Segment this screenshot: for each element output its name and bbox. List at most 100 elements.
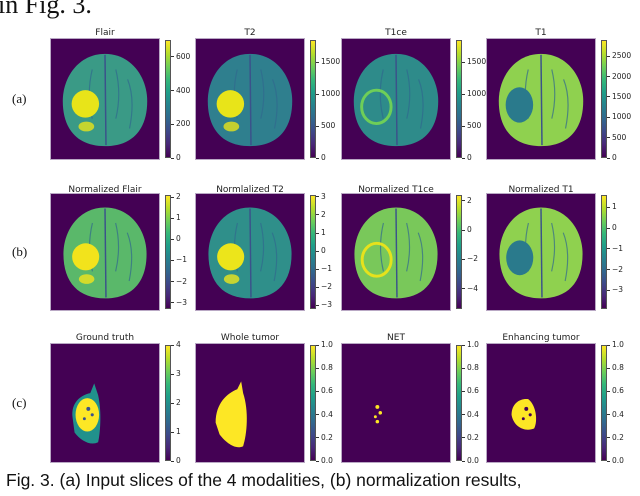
colorbar-tick-label: 0.2 [316, 433, 333, 442]
row-label: (a) [12, 91, 27, 106]
colorbar [165, 40, 171, 158]
colorbar [310, 40, 316, 158]
tumor-region [75, 398, 100, 432]
colorbar-tick-label: 500 [462, 122, 481, 130]
colorbar-tick-label: 0.0 [462, 457, 479, 465]
tumor-region [505, 87, 534, 123]
image-panel [50, 193, 160, 311]
colorbar-tick-label: 0.8 [462, 364, 479, 372]
colorbar-tick-label: −1 [607, 244, 623, 253]
row-label: (c) [12, 395, 27, 410]
image-panel [486, 193, 596, 311]
colorbar-tick-label: 400 [171, 86, 190, 95]
colorbar [456, 40, 462, 158]
colorbar-tick-label: 0 [171, 154, 181, 162]
colorbar-tick-label: 2500 [607, 52, 631, 60]
tumor-region [360, 88, 393, 126]
image-panel [486, 343, 596, 463]
colorbar-tick-label: 500 [316, 122, 335, 130]
colorbar [456, 345, 462, 461]
panel-title: NET [387, 333, 405, 343]
colorbar-tick-label: 4 [171, 341, 181, 349]
image-panel [195, 343, 305, 463]
colorbar-tick-label: 0 [316, 154, 326, 162]
colorbar-tick-label: 1000 [607, 113, 631, 121]
colorbar-tick-label: 0.6 [607, 387, 624, 395]
colorbar-tick-label: 1500 [607, 92, 631, 101]
colorbar-tick-label: 0 [607, 224, 617, 232]
tumor-region [506, 240, 534, 276]
colorbar-tick-label: 0.0 [316, 457, 333, 465]
colorbar-tick-label: −3 [607, 286, 623, 294]
colorbar-tick-label: 0.4 [462, 410, 479, 419]
colorbar-tick-label: −4 [462, 284, 478, 293]
colorbar-tick-label: 2 [171, 399, 181, 407]
colorbar-tick-label: 2000 [607, 72, 631, 81]
tumor-region [72, 243, 100, 271]
colorbar-tick-label: 1500 [316, 58, 340, 66]
panel-title: T1ce [385, 28, 407, 38]
tumor-region [373, 404, 383, 424]
colorbar-tick-label: 3 [171, 370, 181, 378]
colorbar-tick-label: 0.4 [607, 410, 624, 419]
panel-title: Normalized T1 [508, 185, 574, 195]
tumor-region [71, 90, 100, 118]
panel-title: Ground truth [75, 333, 135, 343]
colorbar-tick-label: 0.4 [316, 410, 333, 419]
colorbar-tick-label: 0 [607, 154, 617, 162]
image-panel [195, 38, 305, 160]
colorbar-tick-label: 3 [316, 192, 326, 201]
colorbar-tick-label: 0.2 [462, 433, 479, 442]
colorbar [165, 195, 171, 309]
panel-title: Normalized Flair [68, 185, 142, 195]
image-panel [50, 38, 160, 160]
colorbar-tick-label: 1 [171, 214, 181, 222]
colorbar-tick-label: 500 [607, 133, 626, 142]
colorbar-tick-label: −3 [171, 298, 187, 307]
colorbar-tick-label: 1000 [316, 90, 340, 98]
colorbar-tick-label: 1.0 [462, 341, 479, 349]
tumor-region [360, 241, 393, 278]
row-label: (b) [12, 244, 28, 259]
panel-title: Whole tumor [220, 333, 280, 343]
colorbar-tick-label: 0.6 [462, 387, 479, 395]
colorbar-tick-label: 1 [607, 203, 617, 211]
colorbar-tick-label: 1 [316, 229, 326, 237]
colorbar [456, 195, 462, 309]
colorbar-tick-label: 1000 [462, 90, 486, 98]
panel-title: Normalized T1ce [358, 185, 434, 195]
panel-title: T1 [535, 28, 547, 38]
panel-title: Normlalized T2 [216, 185, 284, 195]
panel-title: Enhancing tumor [502, 333, 580, 343]
image-panel [341, 343, 451, 463]
colorbar-tick-label: −2 [462, 255, 478, 263]
panel-title: Flair [95, 28, 115, 38]
colorbar [601, 345, 607, 461]
colorbar-tick-label: 0.8 [607, 364, 624, 372]
colorbar-tick-label: 1500 [462, 58, 486, 66]
colorbar-tick-label: −1 [171, 256, 187, 264]
colorbar-tick-label: 0 [171, 235, 181, 243]
colorbar-tick-label: 0 [462, 226, 472, 234]
tumor-region [217, 243, 245, 271]
colorbar-tick-label: 1 [171, 428, 181, 436]
colorbar-tick-label: 1.0 [607, 341, 624, 349]
tumor-region [511, 398, 537, 430]
colorbar-tick-label: 0 [462, 154, 472, 162]
colorbar-tick-label: 2 [462, 196, 472, 205]
colorbar-tick-label: 2 [316, 210, 326, 219]
colorbar-tick-label: 1.0 [316, 341, 333, 349]
intro-text: in Fig. 3. [0, 0, 92, 19]
colorbar-tick-label: −1 [316, 265, 332, 273]
colorbar-tick-label: 2 [171, 193, 181, 201]
colorbar-tick-label: −2 [171, 277, 187, 286]
colorbar-tick-label: 600 [171, 52, 190, 61]
panel-title: T2 [244, 28, 256, 38]
colorbar-tick-label: 0 [316, 247, 326, 255]
figure-caption: Fig. 3. (a) Input slices of the 4 modali… [6, 470, 522, 490]
colorbar [310, 345, 316, 461]
colorbar-tick-label: −2 [607, 265, 623, 274]
colorbar-tick-label: −2 [316, 283, 332, 291]
image-panel [486, 38, 596, 160]
